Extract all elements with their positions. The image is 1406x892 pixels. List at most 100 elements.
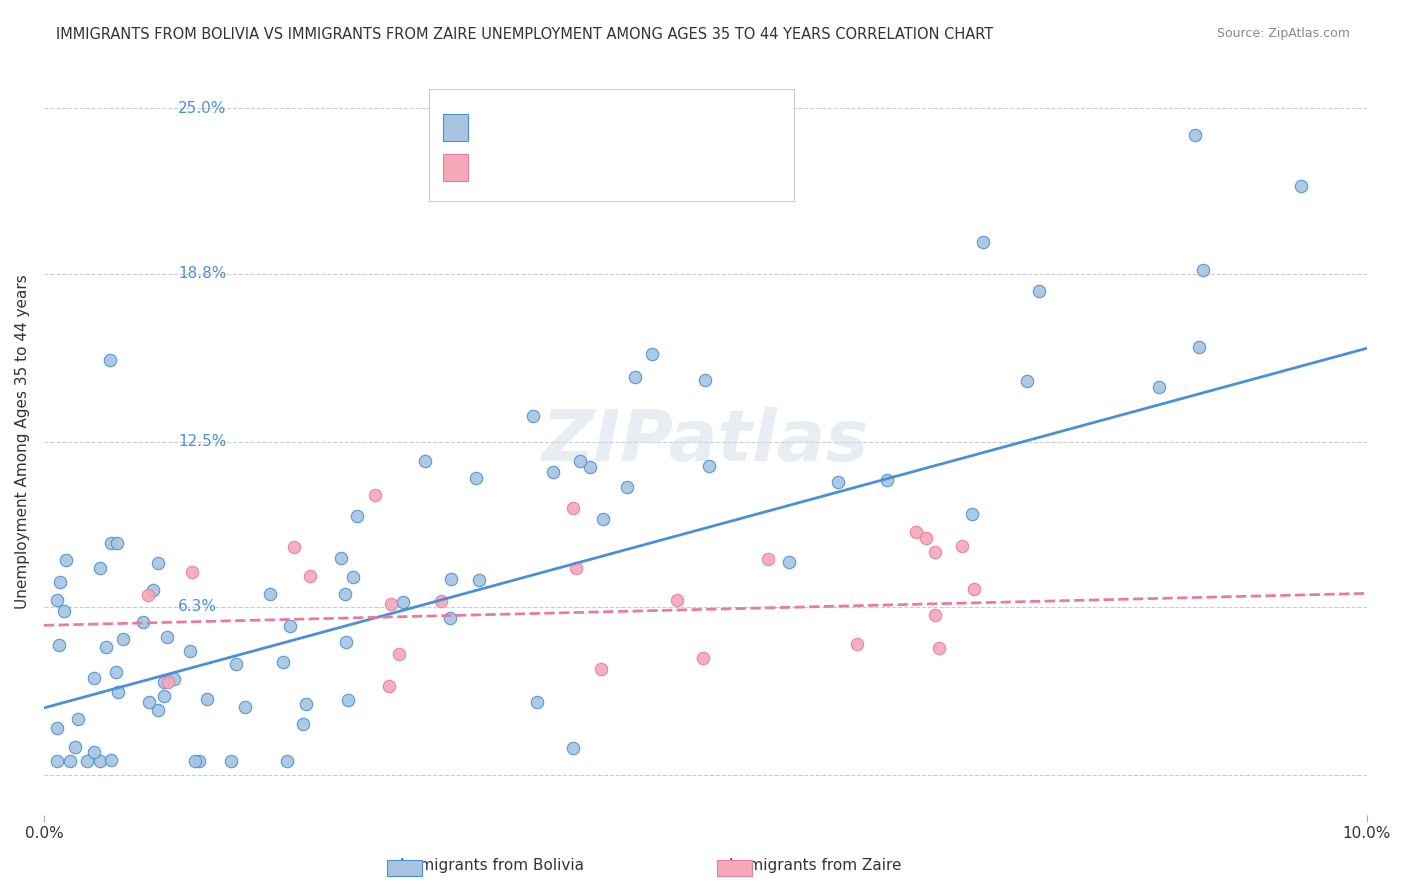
Point [105,535,128,549]
Point [271,655,294,669]
Point [100,753,122,767]
Point [950,539,973,553]
Point [180,565,202,579]
Point [184,754,207,768]
Point [697,458,720,473]
Point [233,700,256,714]
Point [526,695,548,709]
Point [83,671,105,685]
Point [336,692,359,706]
Point [380,597,402,611]
Point [89,560,111,574]
Point [58,754,80,768]
Point [66,712,89,726]
Point [83,745,105,759]
Point [346,508,368,523]
Point [778,555,800,569]
Point [562,501,585,516]
Point [52,604,75,618]
Point [378,679,401,693]
Point [692,650,714,665]
Point [904,524,927,539]
Point [623,369,645,384]
Point [589,662,612,676]
Point [276,754,298,768]
Point [156,630,179,644]
Point [342,570,364,584]
Point [298,568,321,582]
Point [1028,285,1050,299]
Point [541,465,564,479]
Point [157,675,180,690]
Point [439,611,461,625]
Point [924,545,946,559]
Point [195,692,218,706]
Point [928,641,950,656]
Point [695,373,717,387]
Point [259,587,281,601]
Point [464,471,486,485]
Point [972,235,994,249]
Point [616,480,638,494]
Point [440,572,463,586]
Text: IMMIGRANTS FROM BOLIVIA VS IMMIGRANTS FROM ZAIRE UNEMPLOYMENT AMONG AGES 35 TO 4: IMMIGRANTS FROM BOLIVIA VS IMMIGRANTS FR… [56,27,994,42]
Point [1184,128,1206,142]
Point [94,640,117,654]
Point [579,459,602,474]
Point [1191,263,1213,277]
Point [188,754,211,768]
Point [63,739,86,754]
Point [335,634,357,648]
Point [392,594,415,608]
Point [756,551,779,566]
Point [291,716,314,731]
Point [876,473,898,487]
Point [48,574,70,589]
Point [468,573,491,587]
Point [138,695,160,709]
Point [153,675,176,690]
Point [55,553,77,567]
Point [363,488,385,502]
Point [132,615,155,630]
Point [429,594,451,608]
Point [846,637,869,651]
Point [278,619,301,633]
Point [1147,380,1170,394]
Text: R = 0.543   N = 81: R = 0.543 N = 81 [450,116,617,134]
Point [153,689,176,703]
Point [163,673,186,687]
Point [522,409,544,423]
Point [413,453,436,467]
Text: 6.3%: 6.3% [179,599,217,615]
Point [136,588,159,602]
Text: 12.5%: 12.5% [179,434,226,449]
Point [914,531,936,545]
Point [641,346,664,360]
Point [924,607,946,622]
Point [98,353,121,368]
Point [179,644,201,658]
Text: Immigrants from Zaire: Immigrants from Zaire [730,858,901,872]
Point [568,453,591,467]
Point [335,587,357,601]
Point [111,632,134,647]
Text: ZIPatlas: ZIPatlas [541,407,869,476]
Text: R = 0.087   N = 24: R = 0.087 N = 24 [450,156,617,174]
Point [48,639,70,653]
Point [1017,374,1039,388]
Point [46,593,69,607]
Point [960,508,983,522]
Point [1289,178,1312,193]
Point [665,592,688,607]
Point [562,740,585,755]
Point [283,541,305,555]
Point [105,665,128,680]
Point [827,475,849,489]
Text: 25.0%: 25.0% [179,101,226,116]
Text: Immigrants from Bolivia: Immigrants from Bolivia [401,858,583,872]
Point [76,754,98,768]
Point [46,754,69,768]
Text: Source: ZipAtlas.com: Source: ZipAtlas.com [1216,27,1350,40]
Point [225,657,247,671]
